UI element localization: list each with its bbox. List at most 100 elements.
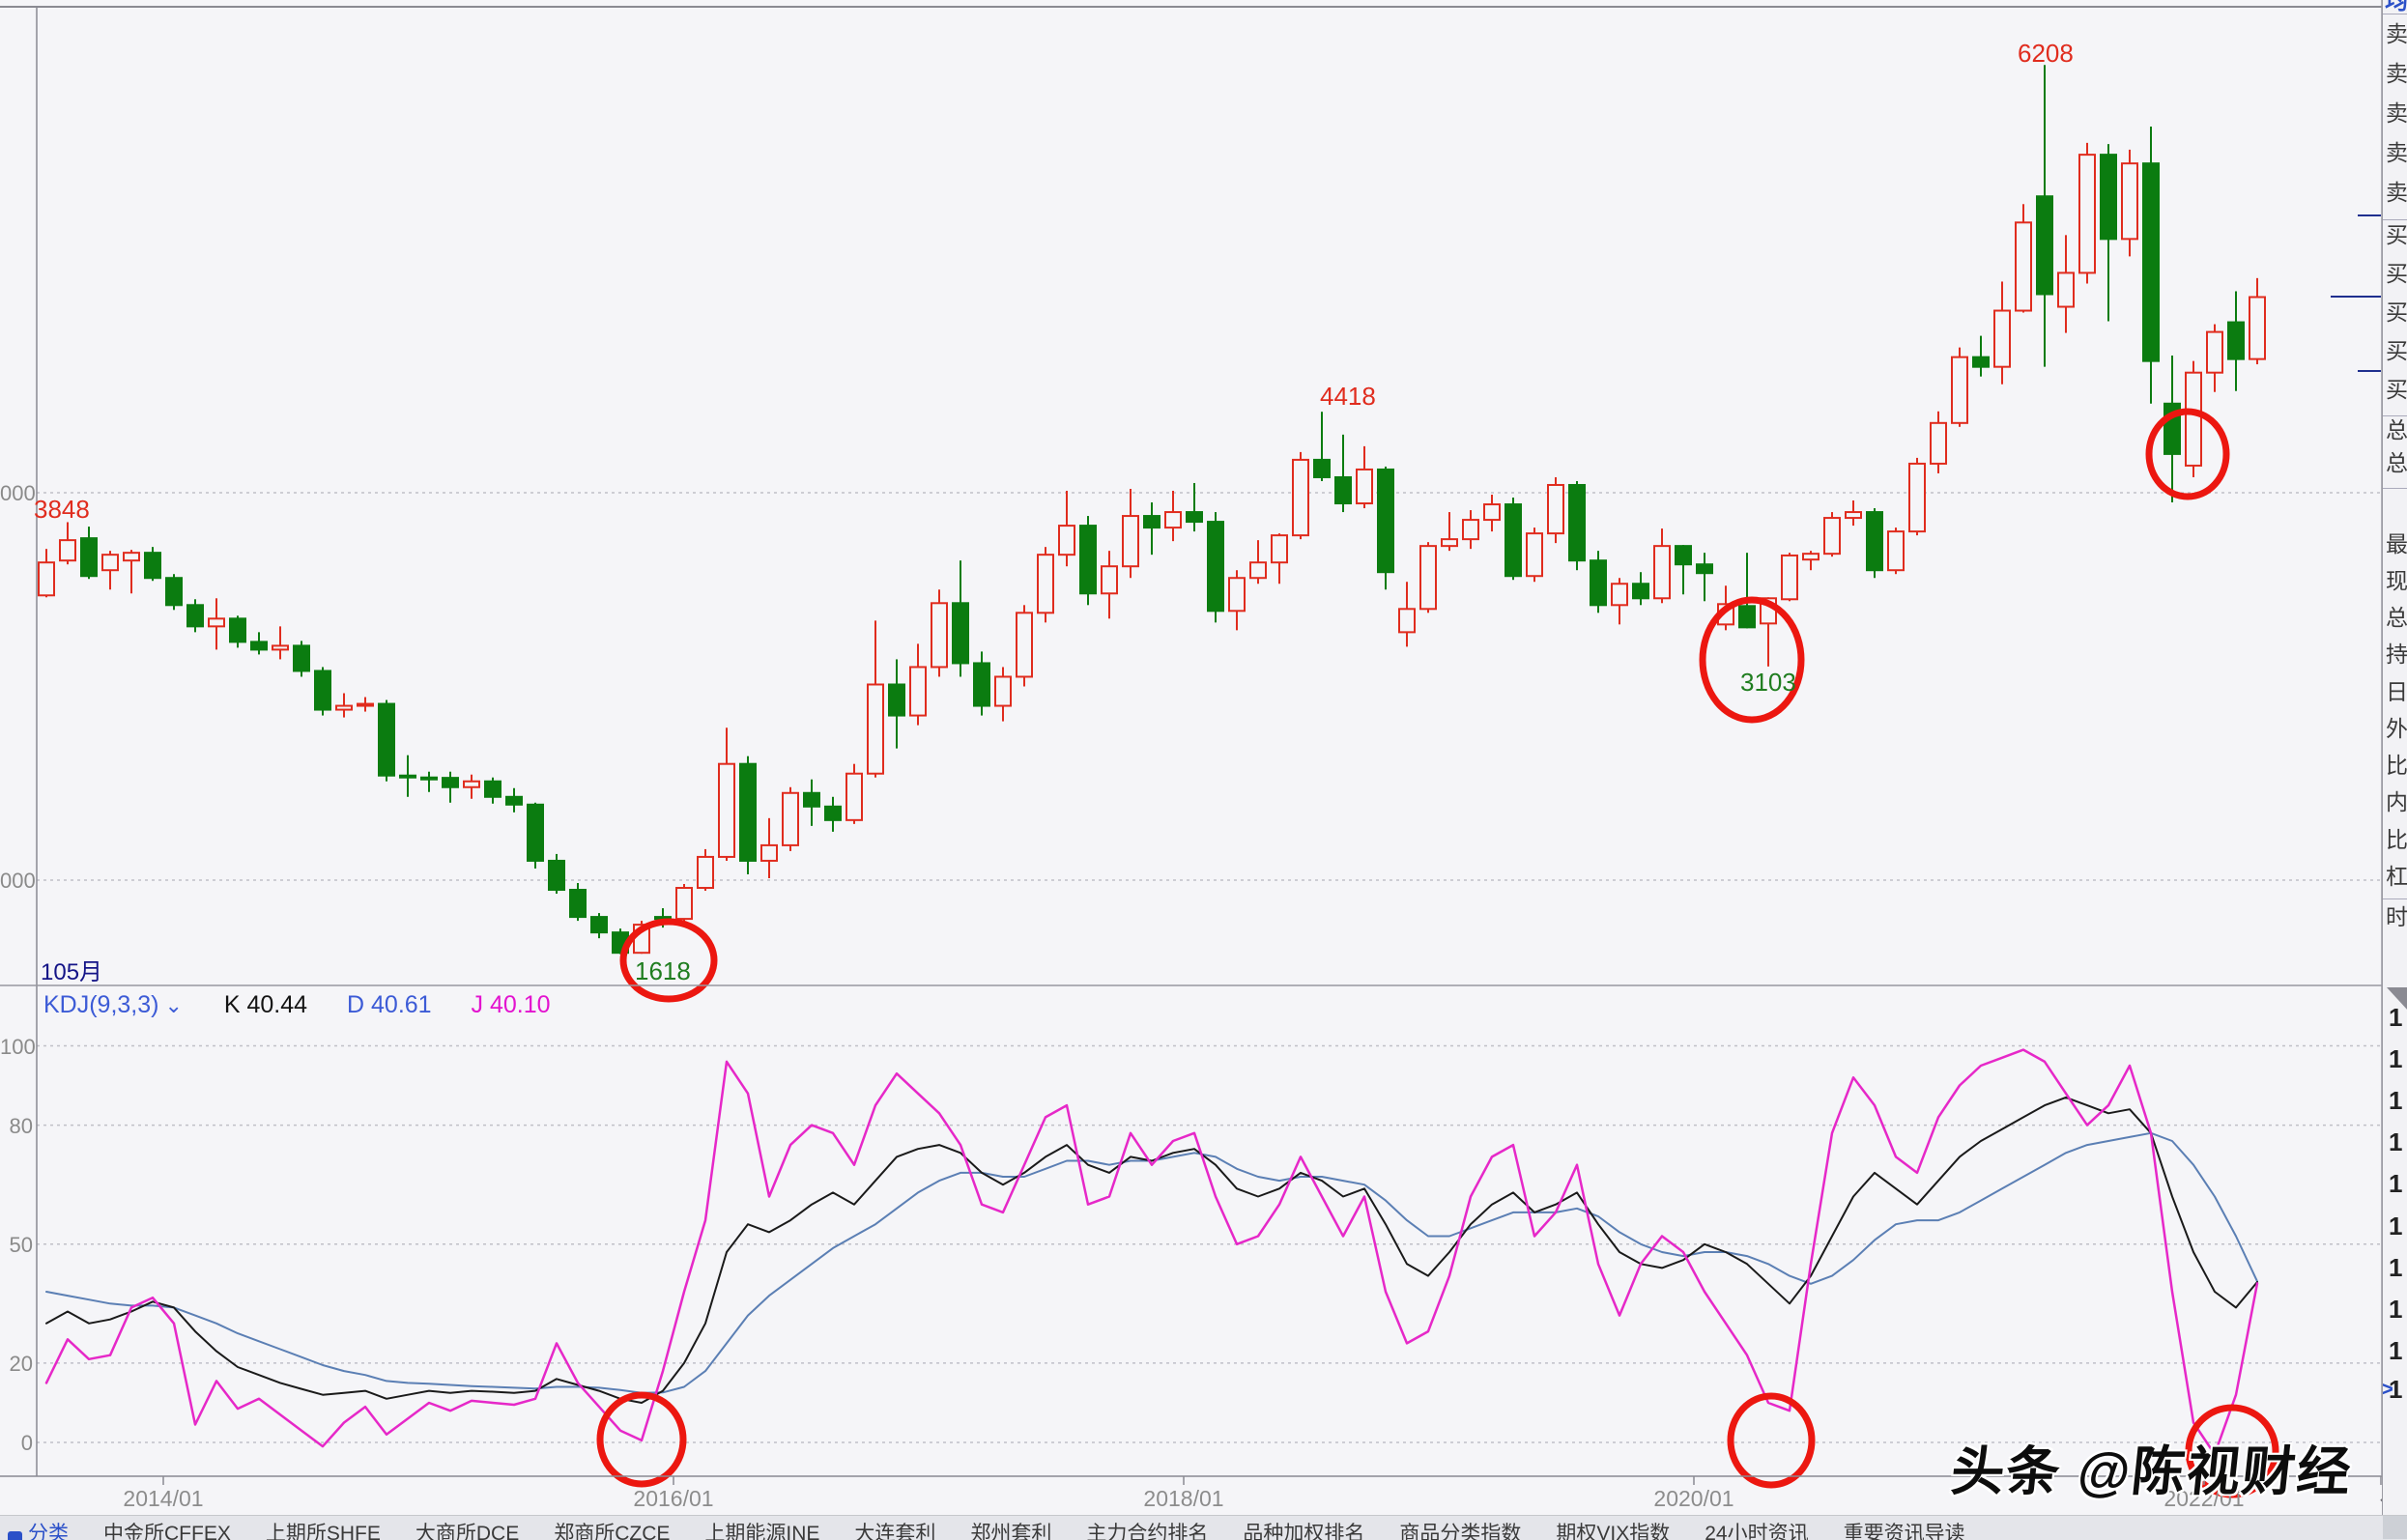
- sidebar-info-row: 现: [2386, 568, 2407, 593]
- menu-item-10[interactable]: 商品分类指数: [1399, 1523, 1522, 1540]
- sidebar-info-row: 日: [2386, 679, 2407, 704]
- candle-body: [1526, 532, 1543, 578]
- menu-item-7[interactable]: 郑州套利: [970, 1523, 1052, 1540]
- menu-item-6[interactable]: 大连套利: [854, 1523, 936, 1540]
- candle-body: [1228, 577, 1246, 613]
- sidebar-sell-row[interactable]: 卖: [2386, 21, 2407, 46]
- sidebar-buy-row[interactable]: 买: [2386, 261, 2407, 286]
- sidebar-number-item[interactable]: 1: [2389, 1336, 2403, 1365]
- menu-item-11[interactable]: 期权VIX指数: [1556, 1523, 1671, 1540]
- menu-item-9[interactable]: 品种加权排名: [1243, 1523, 1365, 1540]
- candle-body: [2057, 271, 2075, 308]
- candle-body: [1504, 503, 1522, 578]
- kdj-indicator-name[interactable]: KDJ(9,3,3): [43, 991, 159, 1018]
- menu-item-5[interactable]: 上期能源INE: [704, 1523, 820, 1540]
- sidebar-buy-row[interactable]: 买: [2386, 338, 2407, 363]
- sidebar-buy-row[interactable]: 买: [2386, 222, 2407, 247]
- sidebar-number-item[interactable]: 1: [2389, 1253, 2403, 1282]
- kdj-d-line: [45, 1131, 2258, 1394]
- candle-body: [335, 704, 353, 711]
- candle-body: [888, 683, 905, 717]
- menu-item-2[interactable]: 上期所SHFE: [265, 1523, 381, 1540]
- candle-body: [569, 889, 587, 919]
- order-book-sidebar[interactable]: 均 卖卖卖卖卖买买买买买总总最现总持日外比内比杠时 1 1 1 1 1 1 1 1 1 >1: [2382, 0, 2407, 1540]
- candle-body: [378, 702, 395, 777]
- kdj-axis-label: 50: [9, 1233, 33, 1257]
- candle-body: [2100, 154, 2117, 241]
- candle-body: [1590, 559, 1607, 607]
- kdj-k-line: [45, 1096, 2258, 1404]
- sidebar-number-item[interactable]: 1: [2389, 1044, 2403, 1073]
- sidebar-buy-row[interactable]: 买: [2386, 377, 2407, 402]
- candle-body: [527, 803, 544, 862]
- price-annotation-label: 3848: [34, 495, 90, 524]
- sidebar-sell-row[interactable]: 卖: [2386, 100, 2407, 126]
- candle-body: [272, 644, 289, 651]
- candle-body: [1313, 458, 1331, 478]
- sidebar-number-item[interactable]: 1: [2389, 1169, 2403, 1198]
- date-axis-label: 2018/01: [1143, 1486, 1224, 1511]
- market-menu-bar[interactable]: 分类 中金所CFFEX 上期所SHFE 大商所DCE 郑商所CZCE 上期能源INE 大连套…: [0, 1515, 2407, 1540]
- candle-body: [782, 791, 799, 846]
- candle-body: [293, 644, 310, 672]
- candle-body: [1823, 517, 1841, 556]
- sidebar-sell-row[interactable]: 卖: [2386, 140, 2407, 165]
- sidebar-info-row: 持: [2386, 642, 2407, 667]
- sidebar-total-row: 总: [2386, 417, 2407, 442]
- sidebar-number-item[interactable]: 1: [2389, 1295, 2403, 1324]
- sidebar-number-item[interactable]: 1: [2389, 1127, 2403, 1156]
- candle-body: [909, 666, 927, 717]
- candle-body: [590, 916, 608, 934]
- candle-body: [548, 859, 565, 892]
- price-axis-label: 000: [0, 869, 36, 893]
- menu-item-3[interactable]: 大商所DCE: [415, 1523, 520, 1540]
- sidebar-sell-row[interactable]: 卖: [2386, 61, 2407, 86]
- sidebar-buy-row[interactable]: 买: [2386, 299, 2407, 325]
- candle-body: [208, 617, 225, 628]
- candle-body: [675, 887, 693, 921]
- price-axis-label: 000: [0, 481, 36, 505]
- sidebar-number-item-selected[interactable]: 1: [2389, 1375, 2403, 1404]
- menu-item-category[interactable]: 分类: [8, 1516, 69, 1540]
- candle-body: [760, 843, 778, 862]
- kdj-j-value: J 40.10: [471, 991, 551, 1018]
- candle-body: [824, 805, 842, 821]
- candle-body: [59, 539, 76, 562]
- date-axis-label: 2020/01: [1653, 1486, 1734, 1511]
- candle-body: [1547, 483, 1564, 535]
- chevron-down-icon[interactable]: ⌄: [164, 993, 183, 1017]
- sidebar-info-row: 比: [2386, 753, 2407, 778]
- menu-item-4[interactable]: 郑商所CZCE: [554, 1523, 671, 1540]
- menu-scrollbar[interactable]: [2383, 1516, 2407, 1539]
- candle-body: [1207, 521, 1224, 613]
- menu-item-13[interactable]: 重要资讯导读: [1843, 1523, 1965, 1540]
- sidebar-sell-row[interactable]: 卖: [2386, 180, 2407, 205]
- menu-item-1[interactable]: 中金所CFFEX: [103, 1523, 231, 1540]
- menu-item-8[interactable]: 主力合约排名: [1086, 1523, 1209, 1540]
- candle-body: [2142, 162, 2160, 362]
- candle-body: [1930, 421, 1947, 465]
- price-annotation-label: 3103: [1740, 668, 1796, 697]
- candle-body: [2249, 296, 2266, 360]
- sidebar-number-item[interactable]: 1: [2389, 1212, 2403, 1241]
- candle-body: [1462, 519, 1479, 541]
- kdj-axis-label: 100: [0, 1035, 36, 1059]
- sidebar-info-row: 内: [2386, 789, 2407, 814]
- candle-body: [442, 777, 459, 788]
- candle-body: [357, 702, 374, 707]
- annotation-circle: [1699, 596, 1805, 724]
- candle-body: [718, 762, 735, 858]
- sidebar-number-item[interactable]: 1: [2389, 1086, 2403, 1115]
- candle-body: [1164, 511, 1182, 529]
- sidebar-total-row: 总: [2386, 450, 2407, 475]
- candle-body: [101, 554, 119, 572]
- candle-body: [1249, 561, 1267, 580]
- menu-item-12[interactable]: 24小时资讯: [1705, 1523, 1809, 1540]
- sidebar-number-item[interactable]: 1: [2389, 1003, 2403, 1032]
- candle-body: [1611, 583, 1628, 607]
- candle-body: [144, 552, 161, 580]
- kdj-d-value: D 40.61: [347, 991, 432, 1018]
- annotation-circle: [1727, 1392, 1816, 1489]
- candle-body: [1632, 583, 1649, 600]
